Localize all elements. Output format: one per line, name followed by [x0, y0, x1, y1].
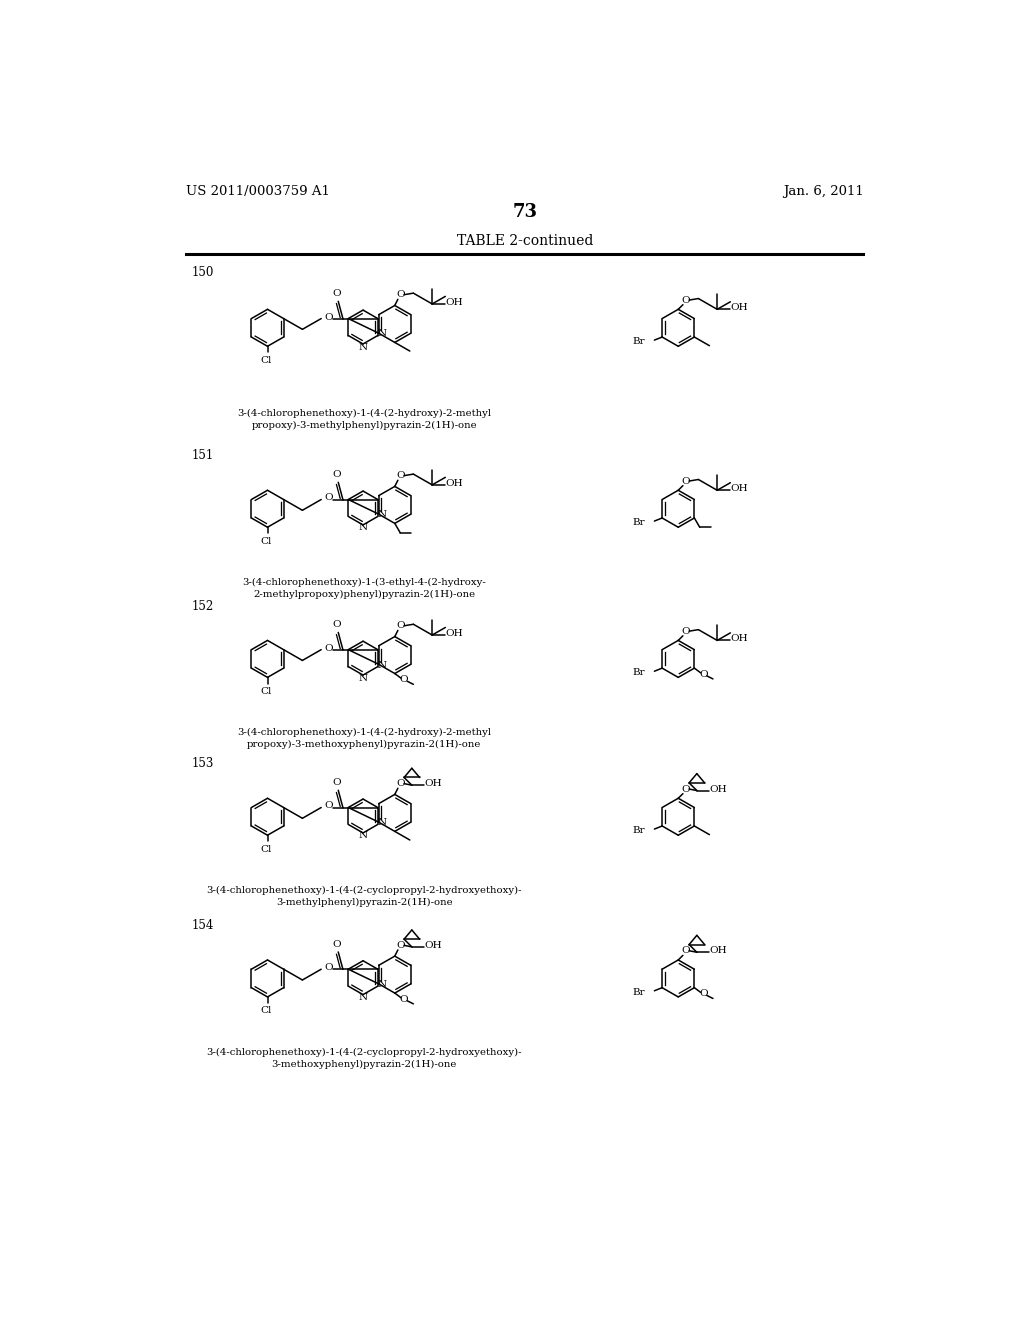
Text: O: O — [333, 940, 341, 949]
Text: N: N — [378, 818, 387, 828]
Text: 3-(4-chlorophenethoxy)-1-(4-(2-cyclopropyl-2-hydroxyethoxy)-
3-methoxyphenyl)pyr: 3-(4-chlorophenethoxy)-1-(4-(2-cycloprop… — [207, 1048, 522, 1069]
Text: O: O — [333, 777, 341, 787]
Text: N: N — [358, 673, 368, 682]
Text: N: N — [358, 343, 368, 351]
Text: Br: Br — [633, 337, 645, 346]
Text: Jan. 6, 2011: Jan. 6, 2011 — [783, 185, 864, 198]
Text: O: O — [396, 471, 406, 480]
Text: O: O — [325, 801, 333, 810]
Text: 3-(4-chlorophenethoxy)-1-(4-(2-cyclopropyl-2-hydroxyethoxy)-
3-methylphenyl)pyra: 3-(4-chlorophenethoxy)-1-(4-(2-cycloprop… — [207, 886, 522, 907]
Text: OH: OH — [730, 484, 748, 494]
Text: Br: Br — [633, 519, 645, 527]
Text: O: O — [333, 289, 341, 298]
Text: 151: 151 — [191, 449, 214, 462]
Text: 150: 150 — [191, 267, 214, 280]
Text: O: O — [396, 779, 406, 788]
Text: OH: OH — [710, 946, 727, 956]
Text: N: N — [358, 993, 368, 1002]
Text: Br: Br — [633, 987, 645, 997]
Text: O: O — [399, 676, 409, 684]
Text: O: O — [682, 296, 690, 305]
Text: N: N — [378, 511, 387, 519]
Text: O: O — [396, 622, 406, 630]
Text: N: N — [358, 524, 368, 532]
Text: O: O — [325, 313, 333, 322]
Text: OH: OH — [445, 479, 463, 488]
Text: O: O — [325, 964, 333, 972]
Text: TABLE 2-continued: TABLE 2-continued — [457, 235, 593, 248]
Text: Cl: Cl — [260, 845, 271, 854]
Text: 3-(4-chlorophenethoxy)-1-(3-ethyl-4-(2-hydroxy-
2-methylpropoxy)phenyl)pyrazin-2: 3-(4-chlorophenethoxy)-1-(3-ethyl-4-(2-h… — [243, 578, 486, 599]
Text: 154: 154 — [191, 919, 214, 932]
Text: O: O — [682, 784, 690, 793]
Text: 153: 153 — [191, 758, 214, 771]
Text: N: N — [378, 330, 387, 338]
Text: O: O — [682, 627, 690, 636]
Text: O: O — [682, 477, 690, 486]
Text: N: N — [378, 981, 387, 989]
Text: O: O — [396, 941, 406, 950]
Text: US 2011/0003759 A1: US 2011/0003759 A1 — [186, 185, 330, 198]
Text: O: O — [333, 620, 341, 630]
Text: O: O — [699, 990, 708, 998]
Text: Br: Br — [633, 668, 645, 677]
Text: O: O — [333, 470, 341, 479]
Text: OH: OH — [425, 779, 442, 788]
Text: OH: OH — [710, 784, 727, 793]
Text: Cl: Cl — [260, 686, 271, 696]
Text: O: O — [325, 644, 333, 652]
Text: 152: 152 — [191, 599, 214, 612]
Text: Cl: Cl — [260, 355, 271, 364]
Text: O: O — [325, 494, 333, 503]
Text: O: O — [396, 290, 406, 300]
Text: OH: OH — [425, 941, 442, 950]
Text: 3-(4-chlorophenethoxy)-1-(4-(2-hydroxy)-2-methyl
propoxy)-3-methoxyphenyl)pyrazi: 3-(4-chlorophenethoxy)-1-(4-(2-hydroxy)-… — [238, 729, 492, 750]
Text: Cl: Cl — [260, 537, 271, 545]
Text: O: O — [682, 946, 690, 956]
Text: OH: OH — [445, 298, 463, 306]
Text: N: N — [378, 660, 387, 669]
Text: N: N — [358, 832, 368, 841]
Text: 3-(4-chlorophenethoxy)-1-(4-(2-hydroxy)-2-methyl
propoxy)-3-methylphenyl)pyrazin: 3-(4-chlorophenethoxy)-1-(4-(2-hydroxy)-… — [238, 409, 492, 430]
Text: OH: OH — [730, 635, 748, 643]
Text: 73: 73 — [512, 203, 538, 220]
Text: OH: OH — [445, 630, 463, 638]
Text: Br: Br — [633, 826, 645, 836]
Text: OH: OH — [730, 304, 748, 313]
Text: O: O — [399, 995, 409, 1003]
Text: Cl: Cl — [260, 1006, 271, 1015]
Text: O: O — [699, 669, 708, 678]
